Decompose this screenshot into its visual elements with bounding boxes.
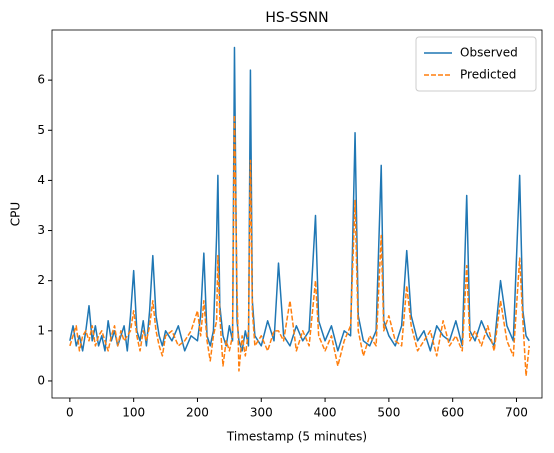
series-line	[69, 46, 530, 352]
y-tick-label: 2	[37, 273, 45, 287]
plot-frame	[51, 29, 543, 399]
x-tick-label: 600	[441, 406, 464, 420]
legend-label: Observed	[460, 46, 518, 60]
x-tick-label: 400	[314, 406, 337, 420]
x-tick-label: 100	[122, 406, 145, 420]
series-line	[69, 114, 530, 377]
x-tick-label: 700	[505, 406, 528, 420]
chart-title: HS-SSNN	[265, 10, 328, 26]
x-tick-label: 200	[186, 406, 209, 420]
y-tick-label: 5	[37, 123, 45, 137]
x-tick-label: 0	[66, 406, 74, 420]
legend-label: Predicted	[460, 68, 516, 82]
y-tick-label: 0	[37, 373, 45, 387]
y-tick-label: 4	[37, 173, 45, 187]
x-axis-label: Timestamp (5 minutes)	[226, 430, 367, 444]
x-tick-label: 300	[250, 406, 273, 420]
x-tick-label: 500	[377, 406, 400, 420]
y-axis-label: CPU	[9, 202, 23, 226]
legend-box	[415, 36, 537, 92]
y-tick-label: 6	[37, 73, 45, 87]
y-tick-label: 1	[37, 323, 45, 337]
y-tick-label: 3	[37, 223, 45, 237]
